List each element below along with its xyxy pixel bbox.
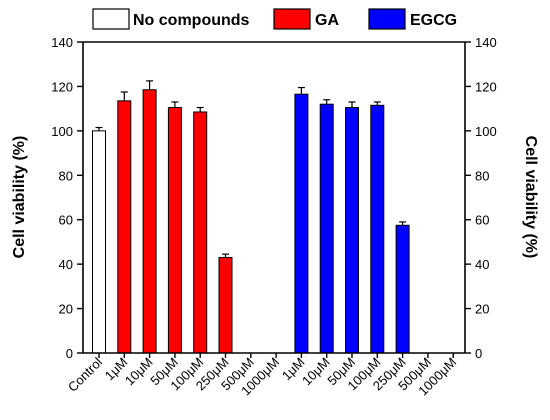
y-axis-label-left: Cell viability (%): [11, 136, 28, 259]
y-tick-label-right: 20: [475, 302, 489, 317]
y-tick-label-right: 80: [475, 168, 489, 183]
x-tick-label: 10μM: [299, 355, 333, 389]
bar: [218, 256, 233, 354]
bar: [294, 93, 309, 354]
bar: [193, 111, 208, 354]
legend-swatch: [273, 8, 311, 30]
bar: [92, 130, 106, 354]
bar: [345, 107, 359, 354]
y-tick-label-left: 20: [59, 302, 73, 317]
y-tick-label-right: 40: [475, 257, 489, 272]
bar: [167, 107, 182, 354]
bar: [117, 100, 132, 354]
y-tick-label-left: 140: [51, 35, 73, 50]
y-tick-label-left: 40: [59, 257, 73, 272]
y-tick-label-left: 120: [51, 79, 73, 94]
x-tick-label: 10μM: [122, 355, 156, 389]
bars-group: [92, 80, 410, 354]
y-tick-label-left: 80: [59, 168, 73, 183]
bar: [395, 224, 410, 354]
y-tick-label-left: 60: [59, 213, 73, 228]
legend-label: EGCG: [410, 12, 457, 29]
y-tick-label-right: 120: [475, 79, 497, 94]
y-axis-label-right: Cell viability (%): [522, 136, 539, 259]
legend-swatch: [92, 8, 130, 30]
bar: [319, 103, 334, 354]
legend: No compounds GA EGCG: [92, 8, 457, 30]
bar: [142, 89, 157, 354]
y-tick-label-left: 100: [51, 124, 73, 139]
bar: [370, 104, 385, 354]
y-tick-label-left: 0: [66, 346, 73, 361]
legend-label: No compounds: [133, 12, 250, 29]
y-tick-label-right: 140: [475, 35, 497, 50]
y-tick-label-right: 60: [475, 213, 489, 228]
y-tick-label-right: 0: [475, 346, 482, 361]
y-tick-label-right: 100: [475, 124, 497, 139]
legend-label: GA: [315, 12, 339, 29]
legend-swatch: [368, 8, 406, 30]
